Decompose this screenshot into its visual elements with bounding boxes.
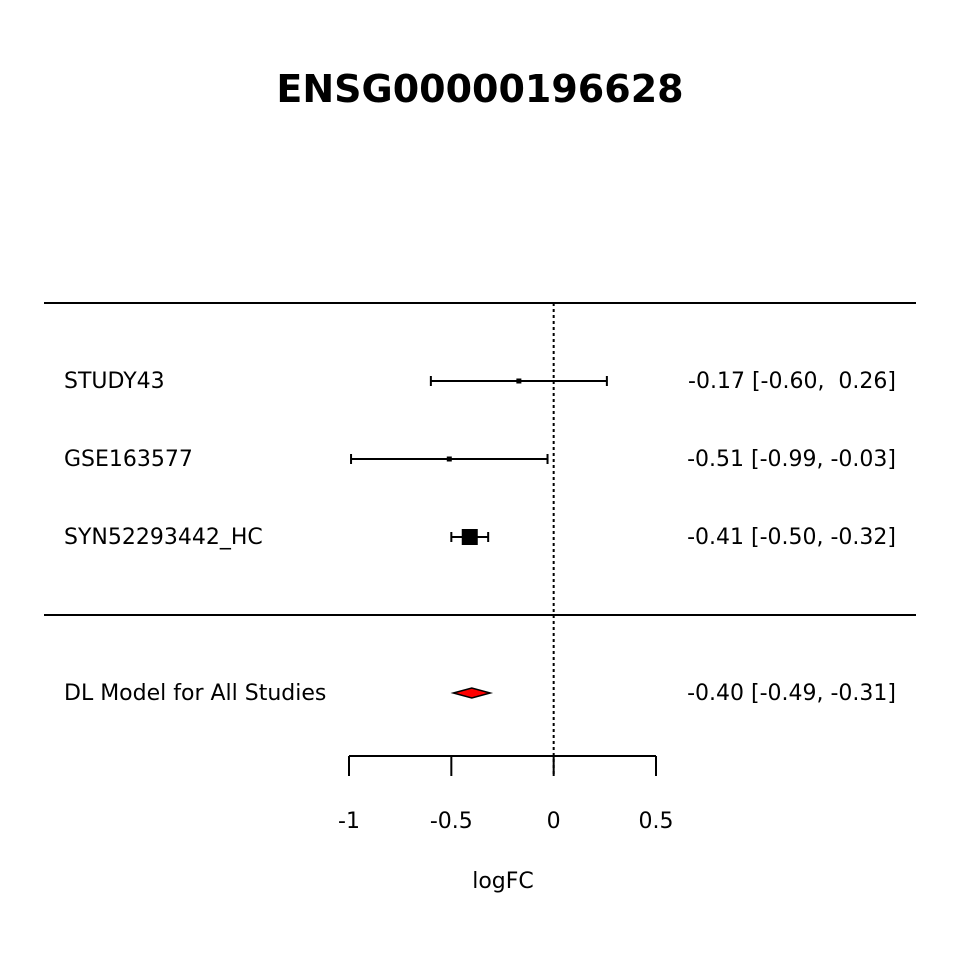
study-row: STUDY43 -0.17 [-0.60, 0.26] bbox=[64, 369, 896, 394]
estimate-square bbox=[516, 378, 522, 384]
ci-text: -0.17 [-0.60, 0.26] bbox=[688, 369, 896, 394]
tick-label: -0.5 bbox=[430, 809, 473, 834]
ci-text: -0.51 [-0.99, -0.03] bbox=[687, 447, 896, 472]
study-rows: STUDY43 -0.17 [-0.60, 0.26] GSE163577 -0.51… bbox=[64, 369, 896, 550]
summary-diamond bbox=[450, 687, 494, 699]
study-label: STUDY43 bbox=[64, 369, 165, 394]
estimate-square bbox=[461, 529, 478, 545]
study-label: SYN52293442_HC bbox=[64, 525, 263, 550]
study-row: GSE163577 -0.51 [-0.99, -0.03] bbox=[64, 447, 896, 472]
summary-row: DL Model for All Studies -0.40 [-0.49, -0… bbox=[64, 681, 896, 706]
tick-label: -1 bbox=[338, 809, 360, 834]
estimate-square bbox=[446, 456, 452, 462]
tick-label: 0 bbox=[547, 809, 561, 834]
x-axis: -1 -0.5 0 0.5 bbox=[338, 755, 674, 834]
summary-label: DL Model for All Studies bbox=[64, 681, 326, 706]
study-row: SYN52293442_HC -0.41 [-0.50, -0.32] bbox=[64, 525, 896, 550]
study-label: GSE163577 bbox=[64, 447, 193, 472]
tick-label: 0.5 bbox=[639, 809, 674, 834]
summary-ci-text: -0.40 [-0.49, -0.31] bbox=[687, 681, 896, 706]
ci-text: -0.41 [-0.50, -0.32] bbox=[687, 525, 896, 550]
x-axis-label: logFC bbox=[472, 869, 534, 894]
chart-title: ENSG00000196628 bbox=[276, 67, 683, 111]
